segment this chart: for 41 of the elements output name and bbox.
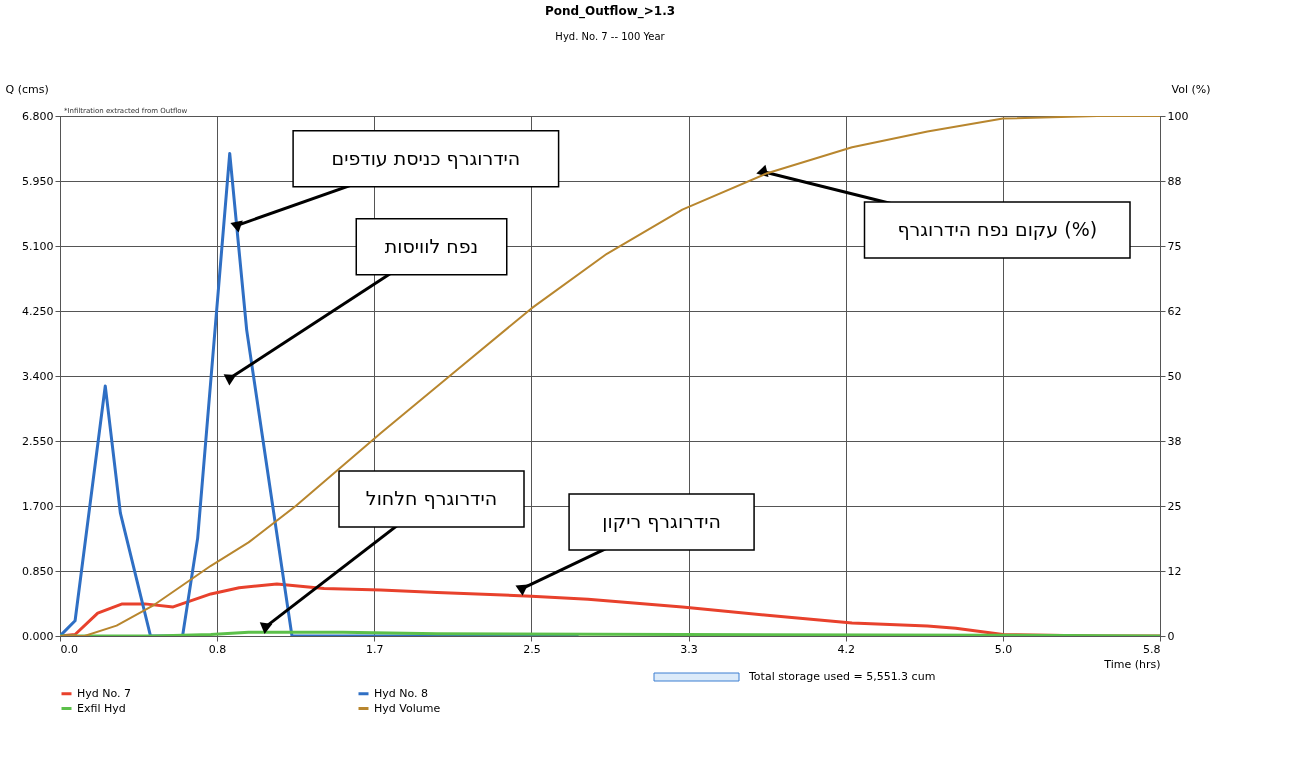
y2-tick-label: 62 bbox=[1167, 304, 1182, 318]
annotation: הידרוגרף כניסת עודפים bbox=[331, 146, 521, 169]
y-tick-label: 5.100 bbox=[22, 239, 54, 253]
x-tick-label: 5.0 bbox=[994, 642, 1013, 656]
chart-subtitle: Hyd. No. 7 -- 100 Year bbox=[555, 31, 666, 42]
y2-tick-label: 12 bbox=[1167, 564, 1182, 578]
y2-tick-label: 100 bbox=[1167, 109, 1189, 123]
y2-tick-label: 88 bbox=[1167, 174, 1182, 188]
y-tick-label: 5.950 bbox=[22, 174, 54, 188]
legend-label: Exfil Hyd bbox=[77, 701, 126, 715]
y2-tick-label: 38 bbox=[1167, 434, 1182, 448]
chart-title: Pond_Outflow_>1.3 bbox=[544, 4, 676, 19]
x-tick-label: 4.2 bbox=[837, 642, 856, 656]
y2-tick-label: 50 bbox=[1167, 369, 1182, 383]
x-tick-label: 2.5 bbox=[523, 642, 541, 656]
x-tick-label: 0.8 bbox=[208, 642, 227, 656]
legend-label: Hyd Volume bbox=[374, 701, 441, 715]
annotation: הידרוגרף חלחול bbox=[365, 487, 498, 510]
y2-tick-label: 25 bbox=[1167, 499, 1182, 513]
y2-axis-title: Vol (%) bbox=[1171, 82, 1211, 96]
y-tick-label: 0.000 bbox=[22, 629, 54, 643]
annotation: עקום נפח הידרוגרף (%) bbox=[897, 217, 1098, 240]
x-tick-label: 0.0 bbox=[60, 642, 78, 656]
y-tick-label: 6.800 bbox=[22, 109, 54, 123]
y-tick-label: 1.700 bbox=[22, 499, 54, 513]
y2-tick-label: 0 bbox=[1167, 629, 1175, 643]
x-tick-label: 3.3 bbox=[680, 642, 698, 656]
legend-label: Hyd No. 7 bbox=[77, 686, 132, 700]
x-tick-label: 1.7 bbox=[366, 642, 384, 656]
y-tick-label: 4.250 bbox=[22, 304, 54, 318]
y-tick-label: 0.850 bbox=[22, 564, 54, 578]
x-axis-title: Time (hrs) bbox=[1103, 657, 1161, 671]
annotation: נפח לוויסות bbox=[384, 234, 479, 257]
y2-tick-label: 75 bbox=[1167, 239, 1182, 253]
y-tick-label: 2.550 bbox=[22, 434, 54, 448]
legend-label: Hyd No. 8 bbox=[374, 686, 429, 700]
x-tick-label: 5.8 bbox=[1143, 642, 1161, 656]
text: Total storage used = 5,551.3 cum bbox=[748, 670, 936, 683]
y-tick-label: 3.400 bbox=[22, 369, 54, 383]
annotation: הידרוגרף ריקון bbox=[602, 510, 721, 533]
y-axis-title: Q (cms) bbox=[5, 82, 49, 96]
